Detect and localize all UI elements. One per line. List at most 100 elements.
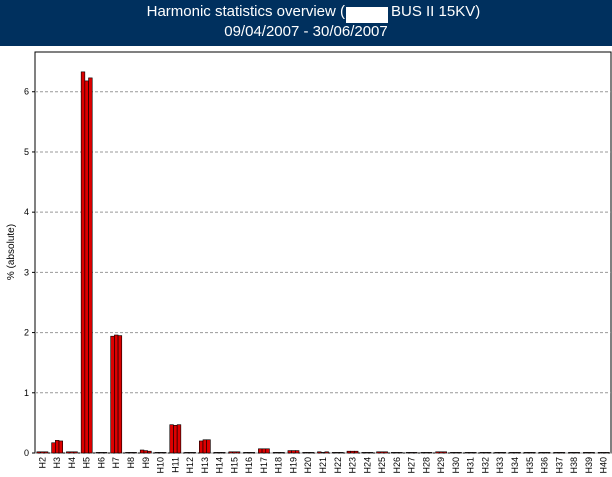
y-tick-label: 0 xyxy=(24,448,29,458)
bar xyxy=(424,452,429,454)
bar xyxy=(575,452,580,454)
bar xyxy=(590,452,595,454)
chart-subtitle: 09/04/2007 - 30/06/2007 xyxy=(224,23,387,40)
bar xyxy=(66,451,71,454)
bar xyxy=(405,452,411,454)
bar xyxy=(221,452,226,454)
bar xyxy=(583,452,588,454)
bar xyxy=(391,452,396,454)
x-tick-label: H9 xyxy=(141,457,151,469)
bar xyxy=(527,452,532,454)
bar xyxy=(317,451,322,454)
bar xyxy=(350,450,355,454)
bar xyxy=(117,335,123,454)
x-tick-label: H38 xyxy=(569,457,579,474)
bar xyxy=(95,452,100,454)
bar xyxy=(154,452,159,454)
bar xyxy=(335,452,340,454)
bar xyxy=(538,452,543,454)
bar xyxy=(339,452,344,454)
bar xyxy=(368,452,374,454)
x-tick-label: H23 xyxy=(348,457,358,474)
x-tick-label: H30 xyxy=(451,457,461,474)
x-tick-label: H20 xyxy=(303,457,313,474)
bar xyxy=(568,452,573,454)
bar xyxy=(557,452,562,454)
x-tick-label: H14 xyxy=(215,457,225,474)
bar xyxy=(36,451,41,454)
bar xyxy=(409,452,414,454)
bar xyxy=(265,448,270,454)
header-band xyxy=(0,0,612,46)
bar xyxy=(217,452,222,454)
bar xyxy=(420,452,425,454)
bar xyxy=(501,452,507,454)
bar xyxy=(457,452,462,454)
bar xyxy=(250,452,255,454)
bar xyxy=(479,452,484,454)
x-tick-label: H8 xyxy=(126,457,136,469)
bar xyxy=(184,452,189,454)
bar xyxy=(276,452,281,454)
bar xyxy=(586,452,591,454)
bar xyxy=(464,452,470,454)
x-tick-label: H34 xyxy=(510,457,520,474)
x-tick-label: H25 xyxy=(377,457,387,474)
bar xyxy=(139,449,145,454)
bar xyxy=(169,424,174,454)
x-tick-label: H5 xyxy=(82,457,92,469)
bar xyxy=(84,80,89,454)
bar xyxy=(324,451,329,454)
bar xyxy=(243,452,248,454)
bar xyxy=(114,334,119,454)
x-tick-label: H19 xyxy=(288,457,298,474)
y-tick-label: 3 xyxy=(24,267,29,277)
bar xyxy=(206,439,211,454)
x-tick-label: H13 xyxy=(200,457,210,474)
x-tick-label: H37 xyxy=(554,457,564,474)
bar xyxy=(453,452,459,454)
bar xyxy=(483,452,488,454)
bar xyxy=(498,452,503,454)
bar xyxy=(232,451,237,454)
x-tick-label: H29 xyxy=(436,457,446,474)
bar xyxy=(187,452,193,454)
bar xyxy=(58,440,63,454)
y-tick-label: 4 xyxy=(24,207,29,217)
bar xyxy=(110,335,115,454)
x-tick-label: H11 xyxy=(170,457,180,473)
bar xyxy=(247,452,252,454)
x-tick-label: H31 xyxy=(466,457,476,474)
bar xyxy=(158,452,163,454)
y-axis-label: % (absolute) xyxy=(6,224,17,280)
bar xyxy=(173,425,178,454)
bar xyxy=(51,442,56,454)
x-tick-label: H16 xyxy=(244,457,254,474)
bar xyxy=(228,451,233,454)
x-tick-label: H3 xyxy=(52,457,62,469)
bar xyxy=(128,452,134,454)
bar xyxy=(601,452,606,454)
plot-area xyxy=(34,51,612,454)
bar xyxy=(80,71,86,454)
bar xyxy=(143,450,148,454)
bar xyxy=(394,452,399,454)
bar xyxy=(280,452,285,454)
bar xyxy=(516,452,521,454)
bar xyxy=(88,77,93,454)
bar xyxy=(55,440,60,454)
bar xyxy=(331,452,337,454)
x-tick-label: H15 xyxy=(229,457,239,474)
bar xyxy=(487,452,492,454)
x-tick-label: H35 xyxy=(525,457,535,474)
chart-title: BUS II 15KV) xyxy=(391,3,480,20)
bar xyxy=(162,452,167,454)
bar xyxy=(439,451,444,454)
bar xyxy=(531,452,536,454)
x-tick-label: H18 xyxy=(274,457,284,474)
bar xyxy=(376,451,381,454)
bar xyxy=(346,450,351,454)
y-tick-label: 6 xyxy=(24,87,29,97)
bar xyxy=(261,448,267,454)
bar xyxy=(560,452,566,454)
